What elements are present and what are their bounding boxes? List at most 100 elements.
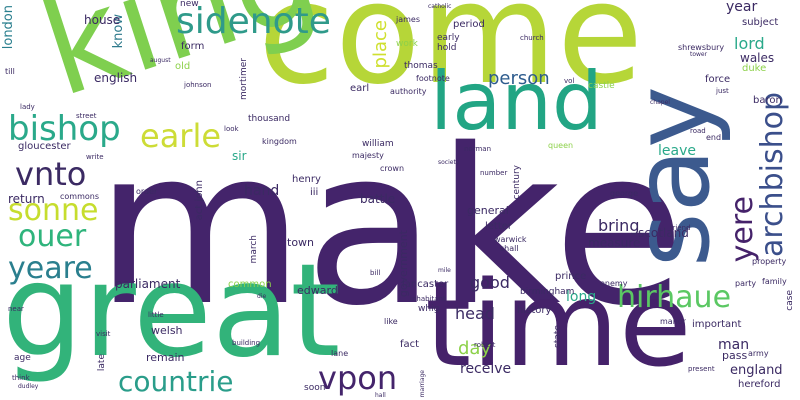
word-new: new (180, 0, 199, 9)
word-george: george (610, 189, 639, 198)
word-marriage: marriage (419, 370, 426, 398)
word-good: good (470, 273, 510, 292)
word-manor: manor (660, 317, 686, 326)
word-duke: duke (742, 63, 767, 74)
word-street: street (76, 112, 97, 120)
word-sir: sir (232, 149, 247, 163)
word-johnson: johnson (184, 81, 212, 89)
word-think: think (12, 374, 30, 382)
word-parliament: parliament (115, 277, 181, 291)
word-queen: queen (548, 141, 574, 150)
word-building: building (232, 339, 261, 347)
word-lady: lady (20, 103, 35, 111)
word-lancaster: lancaster (402, 279, 449, 290)
word-mile: mile (438, 267, 451, 274)
word-catholic: catholic (428, 3, 452, 10)
word-just: just (716, 87, 729, 95)
word-james: james (396, 15, 421, 24)
word-important: important (692, 319, 742, 330)
word-state: state (553, 325, 563, 348)
word-measure: measure (588, 236, 641, 250)
word-friend: friend (670, 224, 691, 232)
word-party: party (735, 279, 757, 288)
word-mortimer: mortimer (239, 58, 249, 101)
word-footnote: footnote (416, 74, 450, 83)
word-bill: bill (370, 269, 381, 277)
word-iii: iii (310, 187, 319, 198)
word-old: old (175, 61, 191, 72)
word-battle: battle (360, 192, 396, 206)
word-soon: soon (304, 383, 326, 393)
word-robert: robert (474, 341, 496, 349)
word-august: august (150, 57, 171, 64)
word-pass: pass (722, 349, 748, 362)
word-visit: visit (96, 330, 111, 338)
word-common: common (228, 279, 272, 290)
word-write: write (86, 153, 104, 161)
word-hereford: hereford (738, 379, 781, 390)
word-army: army (748, 349, 769, 358)
word-place: place (370, 20, 391, 69)
word-whig: whig (418, 304, 440, 314)
word-commons: commons (60, 192, 100, 201)
word-inhabitant: inhabitant (410, 295, 446, 303)
word-chapel: chapel (650, 99, 670, 106)
word-sonne: sonne (8, 193, 99, 228)
word-baron: baron (753, 95, 782, 106)
word-number: number (480, 169, 508, 177)
word-town: town (287, 236, 315, 249)
word-bishop: bishop (8, 109, 121, 149)
word-general: general (467, 204, 509, 217)
word-scotland: scotland (638, 226, 689, 240)
word-archbishop: archbishop (755, 92, 790, 257)
word-road: road (690, 127, 706, 135)
word-london: london (1, 5, 16, 50)
word-present: present (688, 365, 715, 373)
word-make: make (95, 102, 686, 353)
word-bring: bring (598, 216, 640, 235)
word-till: till (5, 67, 15, 76)
word-remain: remain (146, 351, 185, 364)
word-william: william (362, 139, 394, 149)
word-henry: henry (292, 174, 321, 185)
word-head: head (455, 304, 495, 323)
word-house: house (84, 13, 121, 27)
word-wales: wales (740, 51, 775, 65)
word-ouer: ouer (18, 219, 87, 254)
word-edward: edward (297, 284, 338, 297)
word-order: order (136, 187, 158, 196)
word-little: little (148, 311, 164, 319)
word-hold: hold (437, 43, 457, 53)
word-crown: crown (380, 164, 405, 173)
word-time: time (425, 255, 692, 393)
word-england: england (730, 363, 783, 378)
word-kingdom: kingdom (262, 137, 297, 146)
word-prince: prince (555, 271, 587, 282)
word-church: church (520, 34, 544, 42)
word-enemy: enemy (600, 279, 628, 288)
word-history: history (517, 305, 552, 316)
word-norman: norman (464, 145, 492, 153)
word-welsh: welsh (151, 324, 183, 337)
word-die: die (257, 293, 267, 300)
word-birmingham: birmingham (520, 287, 575, 297)
word-case: case (785, 290, 795, 311)
word-yeare: yeare (8, 251, 93, 286)
word-end: end (706, 133, 722, 142)
word-lord: lord (734, 34, 765, 53)
word-hirhaue: hirhaue (617, 280, 732, 315)
word-property: property (752, 257, 787, 266)
word-long: long (566, 289, 597, 305)
word-day: day (458, 338, 492, 359)
word-man: man (718, 337, 750, 353)
word-thousand: thousand (248, 114, 291, 124)
word-earle: earle (140, 117, 222, 155)
word-land: land (430, 55, 603, 148)
word-castle: castle (588, 81, 615, 91)
word-thomas: thomas (404, 61, 438, 71)
word-hall: hall (375, 392, 386, 399)
word-act-john: act john (194, 180, 205, 221)
word-vol: vol (564, 77, 575, 85)
word-letter: letter (485, 221, 513, 232)
